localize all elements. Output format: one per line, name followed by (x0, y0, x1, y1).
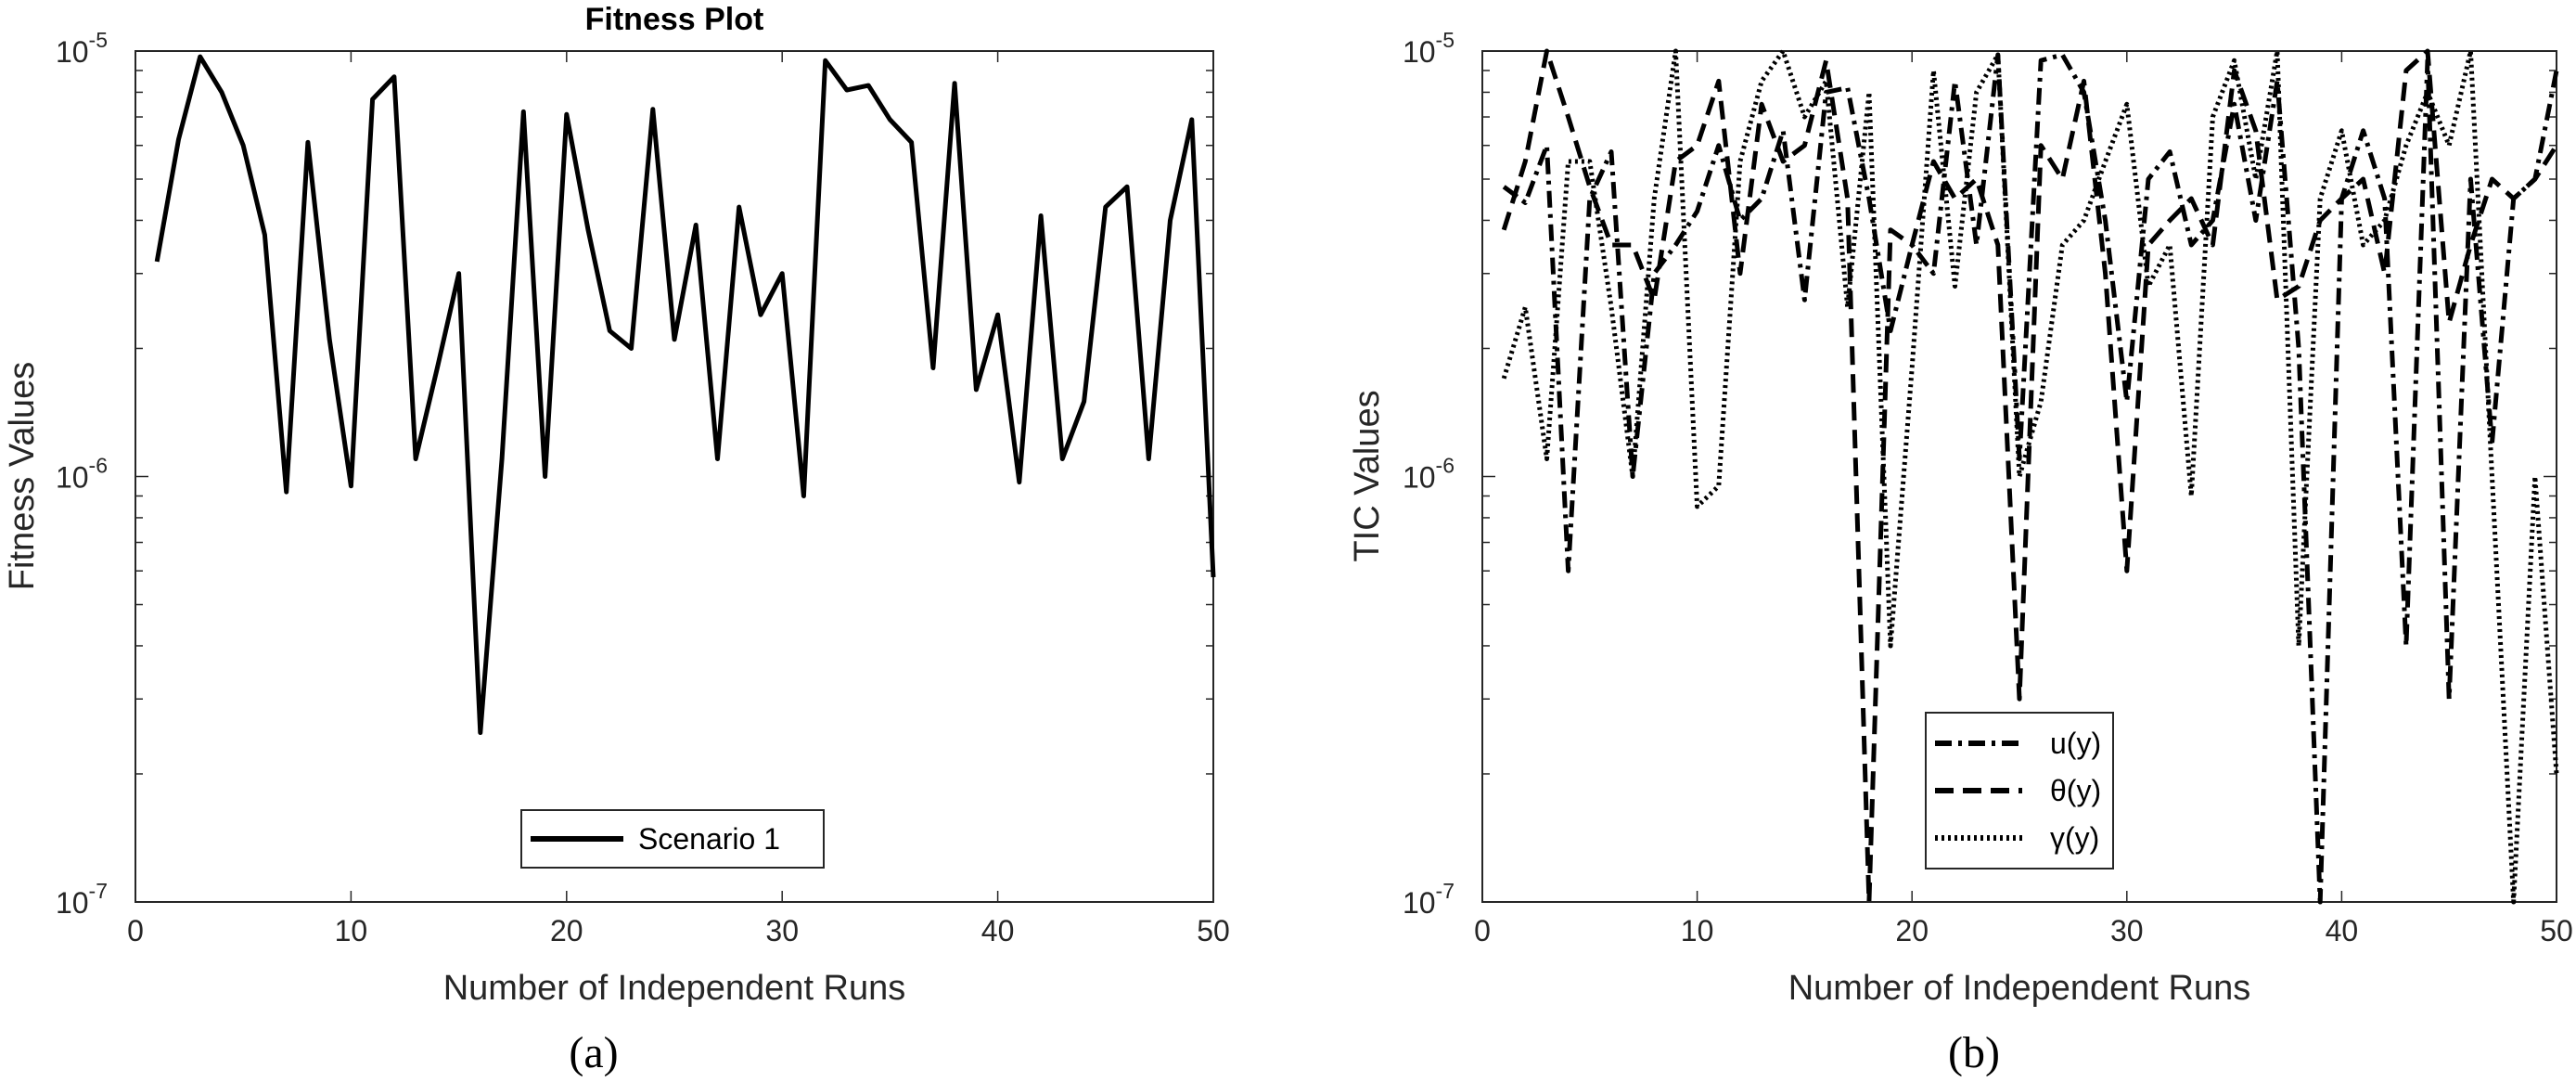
legend-label-gamma: γ(y) (2050, 821, 2099, 855)
legend-label-u: u(y) (2050, 727, 2101, 760)
y-tick-label: 10-5 (1403, 28, 1455, 69)
y-tick-label: 10-7 (56, 879, 108, 920)
y-axis-label-b: TIC Values (1348, 390, 1387, 561)
y-tick-labels-b: 10-7 10-6 10-5 (1403, 28, 1455, 920)
x-tick-label: 10 (335, 914, 368, 947)
caption-b: (b) (1948, 1028, 2000, 1077)
series-line-b-0 (1502, 52, 2559, 905)
y-tick-label: 10-7 (1403, 879, 1455, 920)
series-line-a-0 (154, 54, 1216, 735)
x-tick-label: 20 (1895, 914, 1929, 947)
series-lines-a (154, 54, 1216, 735)
fitness-plot-panel: 0 10 20 30 40 50 10-7 10-6 10-5 Fitness Plot Nu… (3, 2, 1230, 1077)
chart-title-a: Fitness Plot (585, 2, 764, 37)
y-axis-label-a: Fitness Values (3, 362, 42, 590)
x-tick-label: 40 (2326, 914, 2359, 947)
x-tick-label: 0 (127, 914, 144, 947)
x-tick-label: 0 (1474, 914, 1491, 947)
x-axis-label-b: Number of Independent Runs (1788, 969, 2251, 1008)
minor-ticks-b (1482, 70, 2557, 903)
x-tick-labels-a: 0 10 20 30 40 50 (127, 51, 1230, 947)
x-tick-label: 10 (1681, 914, 1714, 947)
caption-a: (a) (569, 1028, 618, 1077)
legend-label-scenario-1: Scenario 1 (638, 822, 780, 856)
x-tick-label: 50 (1197, 914, 1230, 947)
x-axis-label-a: Number of Independent Runs (443, 969, 906, 1008)
legend-label-theta: θ(y) (2050, 774, 2101, 807)
x-tick-label: 30 (2110, 914, 2144, 947)
x-tick-label: 40 (981, 914, 1015, 947)
x-tick-label: 30 (765, 914, 799, 947)
x-tick-label: 20 (550, 914, 583, 947)
plot-area-a (135, 50, 1214, 903)
series-lines-b (1501, 48, 2559, 905)
y-tick-label: 10-5 (56, 28, 108, 69)
x-tick-labels-b: 0 10 20 30 40 50 (1474, 51, 2573, 947)
y-tick-label: 10-6 (56, 454, 108, 495)
legend-b: u(y) θ(y) γ(y) (1925, 712, 2114, 869)
x-tick-label: 50 (2540, 914, 2573, 947)
tic-plot-panel: 0 10 20 30 40 50 10-7 10-6 10-5 Number of Indep… (1348, 28, 2573, 1077)
series-line-b-1 (1501, 48, 2559, 905)
legend-a: Scenario 1 (520, 809, 825, 869)
y-tick-labels-a: 10-7 10-6 10-5 (56, 28, 108, 920)
y-tick-label: 10-6 (1403, 454, 1455, 495)
